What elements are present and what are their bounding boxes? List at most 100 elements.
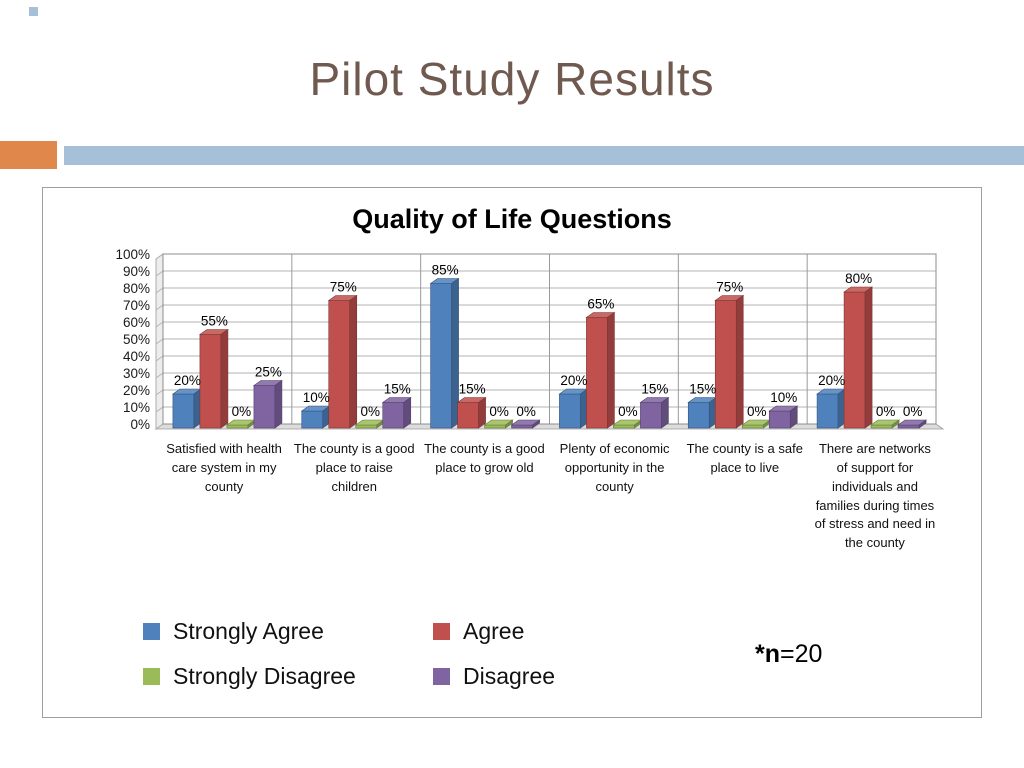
bar-side xyxy=(918,419,927,429)
bar-value-label: 85% xyxy=(432,263,459,278)
chart-title: Quality of Life Questions xyxy=(352,204,672,234)
legend-item: Strongly Disagree xyxy=(143,663,433,690)
svg-text:0%: 0% xyxy=(130,417,150,432)
legend: Strongly Agree Agree Strongly Disagree Disa… xyxy=(143,618,555,690)
category-label: Satisfied with health care system in my … xyxy=(166,441,282,494)
bar-value-label: 15% xyxy=(689,382,716,397)
legend-label: Strongly Agree xyxy=(173,618,324,644)
bar xyxy=(613,424,635,429)
bar xyxy=(897,424,920,429)
legend-item: Agree xyxy=(433,618,555,645)
bar xyxy=(768,410,791,429)
bar-side xyxy=(661,396,669,429)
bar-side xyxy=(735,294,744,429)
bar-value-label: 0% xyxy=(747,404,767,419)
corner-decoration xyxy=(29,7,38,16)
legend-swatch xyxy=(433,623,450,640)
slide-title: Pilot Study Results xyxy=(309,53,715,105)
category-label: The county is a safe place to live xyxy=(686,441,803,475)
category-label: The county is a good place to raise chil… xyxy=(293,441,415,494)
bar xyxy=(687,402,710,429)
bar-side xyxy=(478,396,486,429)
bar-value-label: 20% xyxy=(560,373,587,388)
bar-value-label: 10% xyxy=(770,390,797,405)
bar xyxy=(586,317,608,429)
orange-accent-bar xyxy=(0,141,57,169)
bar-side xyxy=(505,419,513,429)
legend-label: Disagree xyxy=(463,663,556,689)
chart-frame: Quality of Life Questions 100% 90% 80% 70% 6… xyxy=(42,187,982,718)
category-label: The county is a good place to grow old xyxy=(424,441,545,475)
category-label: Plenty of economic opportunity in the co… xyxy=(559,441,670,494)
bar xyxy=(457,402,479,429)
bar-value-label: 0% xyxy=(232,404,252,419)
svg-text:30%: 30% xyxy=(123,366,150,381)
bar-side xyxy=(891,419,900,429)
bars xyxy=(171,277,928,429)
blue-accent-bar xyxy=(64,146,1024,165)
bar xyxy=(253,385,276,429)
bar-value-label: 0% xyxy=(903,404,923,419)
bar-side xyxy=(403,396,412,429)
sample-size-note: *n=20 xyxy=(755,640,822,669)
bar xyxy=(714,300,737,429)
bar-side xyxy=(220,328,229,429)
category-separators xyxy=(162,253,937,425)
bar-value-label: 25% xyxy=(255,365,282,380)
bar-value-label: 80% xyxy=(845,271,872,286)
legend-swatch xyxy=(143,668,160,685)
svg-text:20%: 20% xyxy=(123,383,150,398)
bar xyxy=(511,424,533,429)
svg-text:90%: 90% xyxy=(123,264,150,279)
legend-swatch xyxy=(433,668,450,685)
svg-text:100%: 100% xyxy=(115,247,150,262)
bar-value-label: 75% xyxy=(716,280,743,295)
bar-value-label: 15% xyxy=(384,382,411,397)
bar-value-label: 20% xyxy=(818,373,845,388)
bar xyxy=(816,393,839,429)
bar-side xyxy=(864,286,873,429)
legend-swatch xyxy=(143,623,160,640)
bar xyxy=(640,402,662,429)
bar xyxy=(870,424,893,429)
bar-value-label: 0% xyxy=(489,404,509,419)
bar xyxy=(430,283,452,429)
bar-value-label: 75% xyxy=(330,280,357,295)
bar-value-label: 55% xyxy=(201,314,228,329)
svg-text:40%: 40% xyxy=(123,349,150,364)
bar xyxy=(559,393,581,429)
bar-value-label: 0% xyxy=(876,404,896,419)
plot-svg: 100%90%80%70%60%50%40%30%20%10%0%20%55%0… xyxy=(115,247,945,432)
sample-size-note-bold: *n xyxy=(755,640,780,668)
y-axis-tick-labels: 100% 90% 80% 70% 60% 50% 40% 30% 20% 10% 0% xyxy=(115,247,150,432)
bar-side xyxy=(274,379,283,429)
bar-value-label: 0% xyxy=(516,404,536,419)
bar xyxy=(382,402,405,429)
bar-side xyxy=(607,311,615,429)
svg-text:80%: 80% xyxy=(123,281,150,296)
bar xyxy=(355,424,378,429)
category-label: There are networks of support for indivi… xyxy=(814,441,936,551)
bar-value-label: 15% xyxy=(459,382,486,397)
bar xyxy=(172,393,195,429)
bar-value-label: 10% xyxy=(303,390,330,405)
bar-value-labels: 20%55%0%25%10%75%0%15%85%15%0% 0%20%65%0%… xyxy=(174,263,922,420)
svg-text:10%: 10% xyxy=(123,400,150,415)
bar-value-label: 65% xyxy=(587,297,614,312)
legend-label: Strongly Disagree xyxy=(173,663,356,689)
bar xyxy=(484,424,506,429)
svg-text:70%: 70% xyxy=(123,298,150,313)
legend-label: Agree xyxy=(463,618,525,644)
bar-value-label: 15% xyxy=(641,382,668,397)
bar-side xyxy=(349,294,358,429)
sample-size-note-rest: =20 xyxy=(780,640,823,668)
legend-item: Strongly Agree xyxy=(143,618,433,645)
bar xyxy=(328,300,351,429)
bar xyxy=(741,424,764,429)
bar xyxy=(301,410,324,429)
bar-side xyxy=(789,405,798,429)
bar-value-label: 0% xyxy=(618,404,638,419)
bar xyxy=(226,424,249,429)
bar xyxy=(843,291,866,429)
